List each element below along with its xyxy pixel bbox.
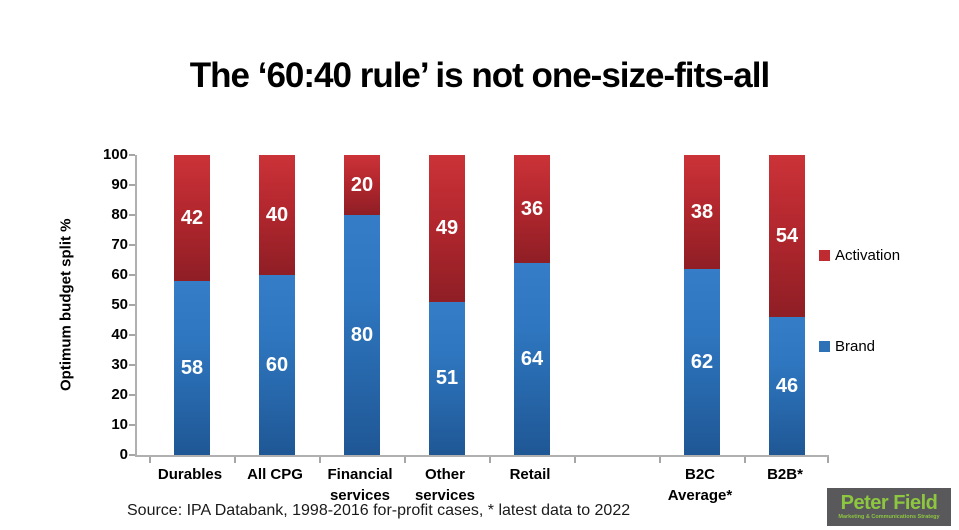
value-label-brand: 60 <box>265 353 289 376</box>
value-label-brand: 46 <box>775 374 799 397</box>
legend-label: Activation <box>835 247 901 264</box>
value-label-brand: 64 <box>520 347 544 370</box>
legend-label: Brand <box>835 338 876 355</box>
y-tick-label: 60 <box>111 266 128 283</box>
x-axis-label: Durables <box>144 464 236 485</box>
value-label-brand: 58 <box>180 356 204 379</box>
legend-swatch-icon <box>819 250 830 261</box>
legend-entry-brand: Brand <box>819 338 875 355</box>
legend-entry-activation: Activation <box>819 247 900 264</box>
y-axis-tick <box>129 184 135 186</box>
x-axis-label-line: Other <box>424 466 465 483</box>
bar-retail: 64 36 <box>514 155 550 455</box>
x-axis-label: Financial services <box>314 464 406 506</box>
x-axis-label: B2C Average* <box>654 464 746 506</box>
chart-title: The ‘60:40 rule’ is not one-size-fits-al… <box>189 56 770 96</box>
x-axis-label: All CPG <box>229 464 321 485</box>
y-axis-tick <box>129 394 135 396</box>
y-tick-label: 90 <box>111 176 128 193</box>
x-axis-label-line: Retail <box>509 466 551 483</box>
x-axis-label: B2B* <box>739 464 831 485</box>
value-label-activation: 42 <box>180 206 204 229</box>
y-axis-tick <box>129 334 135 336</box>
y-axis-tick <box>129 454 135 456</box>
y-tick-label: 20 <box>111 386 128 403</box>
bar-financial-services: 80 20 <box>344 155 380 455</box>
x-axis-tick <box>488 457 491 463</box>
x-axis-tick <box>743 457 746 463</box>
value-label-activation: 20 <box>350 173 374 196</box>
value-label-brand: 80 <box>350 323 374 346</box>
y-tick-label: 0 <box>119 446 128 463</box>
bar-b2b-: 46 54 <box>769 155 805 455</box>
value-label-brand: 62 <box>690 350 714 373</box>
bar-segment-brand: 62 <box>684 269 720 455</box>
y-tick-label: 80 <box>111 206 128 223</box>
x-axis-tick <box>658 457 661 463</box>
x-axis-label: Retail <box>484 464 576 485</box>
bar-segment-activation: 36 <box>514 155 550 263</box>
x-axis-label-line: All CPG <box>247 466 303 483</box>
y-tick-label: 70 <box>111 236 128 253</box>
y-axis-tick <box>129 214 135 216</box>
bar-b2c-average-: 62 38 <box>684 155 720 455</box>
x-axis-tick <box>233 457 236 463</box>
y-axis-tick <box>129 274 135 276</box>
value-label-activation: 54 <box>775 224 799 247</box>
logo-tagline: Marketing & Communications Strategy <box>838 514 940 520</box>
x-axis-label-line: B2C <box>684 466 715 483</box>
y-axis-tick <box>129 424 135 426</box>
peter-field-logo: Peter Field Marketing & Communications S… <box>827 488 951 526</box>
plot-area: 58 42 60 40 80 20 51 49 64 36 62 38 46 54 <box>129 154 829 463</box>
bar-durables: 58 42 <box>174 155 210 455</box>
value-label-activation: 36 <box>520 197 544 220</box>
x-axis-label-line: Financial <box>327 466 393 483</box>
value-label-brand: 51 <box>435 367 459 389</box>
bar-segment-activation: 38 <box>684 155 720 269</box>
y-tick-label: 30 <box>111 356 128 373</box>
x-axis-label-line: Durables <box>157 466 223 483</box>
y-tick-label: 10 <box>111 416 128 433</box>
bar-segment-brand: 46 <box>769 317 805 455</box>
y-tick-label: 40 <box>111 326 128 343</box>
y-axis-tick-labels: 0 10 20 30 40 50 60 70 80 90 100 <box>82 146 128 463</box>
bar-segment-activation: 40 <box>259 155 295 275</box>
bar-segment-brand: 80 <box>344 215 380 455</box>
bar-segment-activation: 54 <box>769 155 805 317</box>
bar-segment-activation: 49 <box>429 155 465 302</box>
y-tick-label: 100 <box>102 146 128 163</box>
value-label-activation: 38 <box>690 200 714 223</box>
x-axis-tick <box>318 457 321 463</box>
x-axis-labels: Durables All CPG Financial services Other ser… <box>135 464 827 512</box>
x-axis-label: Other services <box>399 464 491 506</box>
x-axis-tick <box>573 457 576 463</box>
y-axis-tick <box>129 364 135 366</box>
bar-segment-brand: 64 <box>514 263 550 455</box>
y-axis-title: Optimum budget split % <box>57 218 75 392</box>
x-axis-tick <box>148 457 151 463</box>
bar-segment-brand: 51 <box>429 302 465 455</box>
legend-swatch-icon <box>819 341 830 352</box>
bar-segment-activation: 20 <box>344 155 380 215</box>
bar-all-cpg: 60 40 <box>259 155 295 455</box>
x-axis-label-line: B2B* <box>767 466 803 483</box>
y-axis-tick <box>129 304 135 306</box>
y-axis-tick <box>129 244 135 246</box>
x-axis-label-line: services <box>329 487 391 504</box>
bar-segment-brand: 58 <box>174 281 210 455</box>
x-axis-label-line: services <box>414 487 476 504</box>
source-note: Source: IPA Databank, 1998-2016 for-prof… <box>127 502 631 519</box>
bar-other-services: 51 49 <box>429 155 465 455</box>
y-axis-tick <box>129 154 135 156</box>
y-tick-label: 50 <box>111 296 128 313</box>
bar-segment-brand: 60 <box>259 275 295 455</box>
value-label-activation: 40 <box>265 203 289 226</box>
bar-segment-activation: 42 <box>174 155 210 281</box>
value-label-activation: 49 <box>435 217 459 239</box>
logo-name: Peter Field <box>840 492 938 514</box>
x-axis-tick <box>827 457 829 463</box>
x-axis-tick <box>403 457 406 463</box>
x-axis-label-line: Average* <box>667 487 733 504</box>
